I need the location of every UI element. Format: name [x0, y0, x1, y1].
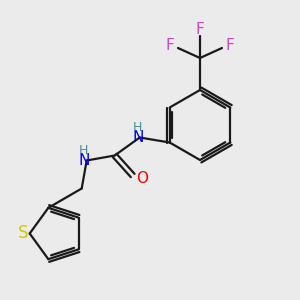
Text: N: N: [132, 130, 143, 145]
Text: F: F: [166, 38, 174, 52]
Text: H: H: [133, 121, 142, 134]
Text: N: N: [78, 153, 89, 168]
Text: F: F: [226, 38, 234, 52]
Text: O: O: [136, 171, 148, 186]
Text: F: F: [196, 22, 204, 37]
Text: H: H: [79, 144, 88, 157]
Text: S: S: [17, 224, 28, 242]
